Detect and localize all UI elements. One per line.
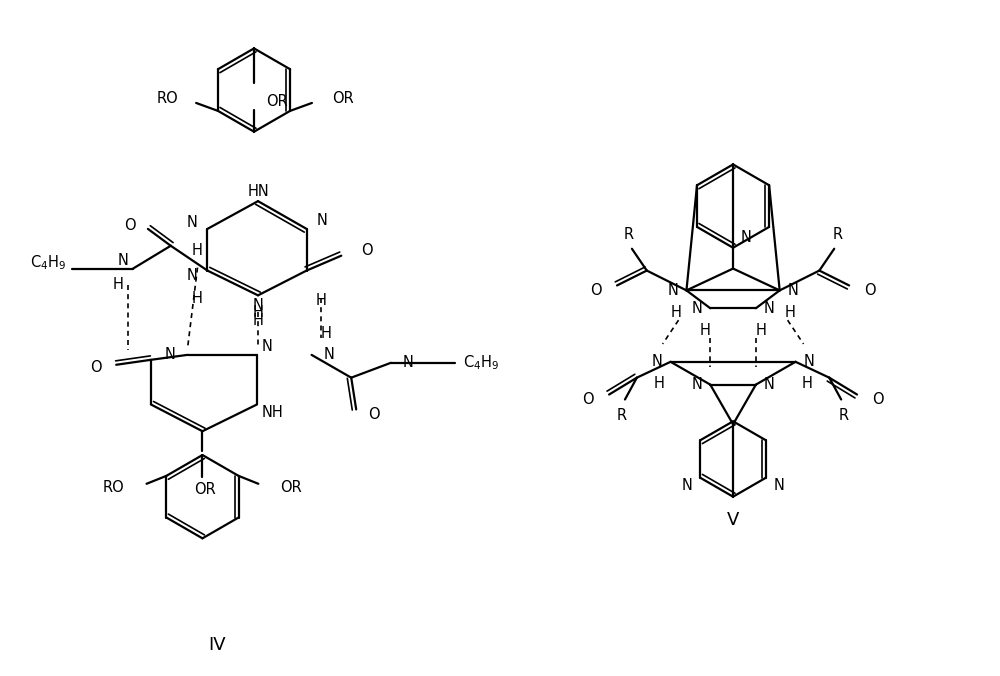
Text: N: N xyxy=(253,297,263,313)
Text: N: N xyxy=(187,268,198,283)
Text: H: H xyxy=(113,277,124,292)
Text: N: N xyxy=(764,301,775,316)
Text: H: H xyxy=(321,326,332,341)
Text: H: H xyxy=(653,376,664,391)
Text: OR: OR xyxy=(195,482,216,498)
Text: N: N xyxy=(117,253,128,268)
Text: H: H xyxy=(253,305,263,320)
Text: N: N xyxy=(803,354,814,369)
Text: O: O xyxy=(361,243,373,258)
Text: R: R xyxy=(624,227,634,243)
Text: R: R xyxy=(617,408,627,423)
Text: R: R xyxy=(832,227,842,243)
Text: N: N xyxy=(788,283,798,298)
Text: C$_4$H$_9$: C$_4$H$_9$ xyxy=(463,354,500,372)
Text: NH: NH xyxy=(262,405,284,420)
Text: N: N xyxy=(764,377,775,392)
Text: C$_4$H$_9$: C$_4$H$_9$ xyxy=(30,254,67,272)
Text: IV: IV xyxy=(209,636,226,654)
Text: O: O xyxy=(124,218,136,233)
Text: H: H xyxy=(802,376,813,391)
Text: H: H xyxy=(253,312,263,328)
Text: RO: RO xyxy=(103,480,125,496)
Text: OR: OR xyxy=(280,480,302,496)
Text: H: H xyxy=(192,243,203,258)
Text: N: N xyxy=(323,347,334,362)
Text: O: O xyxy=(90,360,101,375)
Text: HN: HN xyxy=(247,184,269,199)
Text: H: H xyxy=(755,322,766,337)
Text: H: H xyxy=(784,305,795,320)
Text: N: N xyxy=(403,356,414,370)
Text: N: N xyxy=(668,283,679,298)
Text: O: O xyxy=(591,283,602,298)
Text: OR: OR xyxy=(266,95,288,110)
Text: R: R xyxy=(839,408,849,423)
Text: O: O xyxy=(583,392,594,407)
Text: H: H xyxy=(671,305,682,320)
Text: N: N xyxy=(691,301,702,316)
Text: OR: OR xyxy=(332,91,354,107)
Text: N: N xyxy=(682,479,692,493)
Text: N: N xyxy=(691,377,702,392)
Text: H: H xyxy=(316,293,327,308)
Text: N: N xyxy=(187,216,198,231)
Text: H: H xyxy=(192,291,203,306)
Text: O: O xyxy=(864,283,876,298)
Text: N: N xyxy=(774,479,785,493)
Text: N: N xyxy=(741,231,752,245)
Text: V: V xyxy=(727,512,739,529)
Text: N: N xyxy=(652,354,663,369)
Text: O: O xyxy=(872,392,884,407)
Text: RO: RO xyxy=(157,91,178,107)
Text: O: O xyxy=(368,407,380,422)
Text: N: N xyxy=(317,214,327,228)
Text: N: N xyxy=(262,339,273,354)
Text: H: H xyxy=(700,322,711,337)
Text: N: N xyxy=(165,347,176,362)
